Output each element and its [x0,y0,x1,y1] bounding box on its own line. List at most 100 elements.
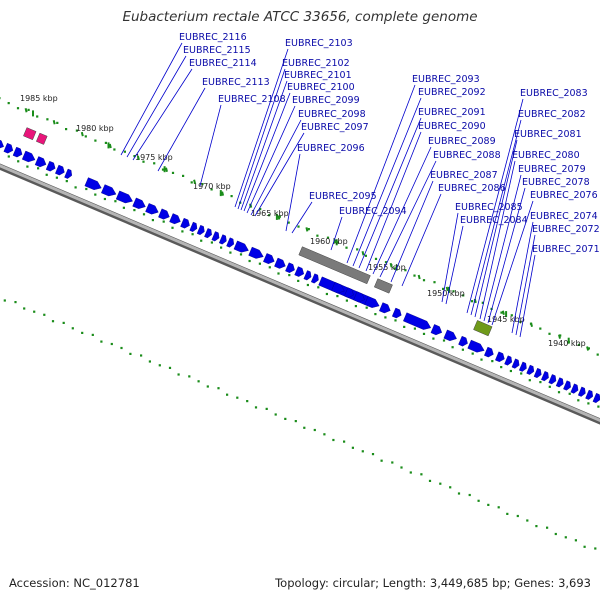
gene-label[interactable]: EUBREC_2094 [339,206,407,217]
gene-feature[interactable] [180,217,190,229]
gene-label[interactable]: EUBREC_2097 [301,122,369,133]
gene-label[interactable]: EUBREC_2096 [297,143,365,154]
gene-feature[interactable] [353,291,365,303]
gene-feature[interactable] [294,266,305,277]
gene-label[interactable]: EUBREC_2098 [298,109,366,120]
gene-label[interactable]: EUBREC_2072 [532,224,600,235]
gene-feature[interactable] [132,197,146,209]
gene-feature[interactable] [495,351,505,363]
gene-label[interactable]: EUBREC_2108 [218,94,286,105]
gene-feature[interactable] [55,164,65,176]
gene-feature[interactable] [12,146,23,158]
gene-feature[interactable] [391,307,402,319]
gene-feature[interactable] [101,184,117,197]
gene-feature[interactable] [211,231,220,242]
gene-feature[interactable] [226,237,235,248]
gene-feature[interactable] [504,355,513,366]
gene-label[interactable]: EUBREC_2079 [518,164,586,175]
gene-label[interactable]: EUBREC_2102 [282,58,350,69]
gene-feature[interactable] [344,287,354,298]
gene-label[interactable]: EUBREC_2089 [428,136,496,147]
gene-label[interactable]: EUBREC_2091 [418,107,486,118]
gene-feature[interactable] [570,383,579,394]
gene-feature[interactable] [331,282,345,294]
gene-label[interactable]: EUBREC_2088 [433,150,501,161]
gene-label[interactable]: EUBREC_2093 [412,74,480,85]
gene-label[interactable]: EUBREC_2076 [530,190,598,201]
gene-label[interactable]: EUBREC_2099 [292,95,360,106]
rrna-feature[interactable] [473,320,493,337]
gene-feature[interactable] [379,302,391,314]
gene-label[interactable]: EUBREC_2115 [183,45,251,56]
gene-feature[interactable] [511,358,520,369]
pseudogene-feature[interactable] [373,278,393,294]
gene-feature[interactable] [196,224,205,236]
gene-feature[interactable] [274,257,286,269]
gene-label[interactable]: EUBREC_2095 [309,191,377,202]
gene-feature[interactable] [218,234,227,245]
gene-label[interactable]: EUBREC_2082 [518,109,586,120]
gene-label[interactable]: EUBREC_2113 [202,77,270,88]
gene-feature[interactable] [458,335,468,347]
gene-feature[interactable] [548,374,557,385]
gene-feature[interactable] [577,386,586,397]
gene-feature[interactable] [248,246,264,259]
gene-feature[interactable] [430,324,443,336]
gc-dot [55,176,58,179]
gene-label[interactable]: EUBREC_2084 [460,215,528,226]
gene-label[interactable]: EUBREC_2090 [418,121,486,132]
trna-feature[interactable] [23,127,37,141]
gene-feature[interactable] [34,156,47,168]
gene-feature[interactable] [204,228,212,239]
gene-feature[interactable] [403,312,432,330]
gene-label[interactable]: EUBREC_2085 [455,202,523,213]
gene-feature[interactable] [310,273,319,284]
pseudogene-feature[interactable] [298,246,371,285]
gene-label[interactable]: EUBREC_2092 [418,87,486,98]
gene-feature[interactable] [45,160,56,172]
gene-feature[interactable] [526,364,535,375]
gc-dot [81,331,84,334]
gene-feature[interactable] [84,177,102,191]
gene-feature[interactable] [364,296,380,308]
gene-label[interactable]: EUBREC_2087 [430,170,498,181]
gene-feature[interactable] [263,253,275,265]
gc-dot [442,339,446,342]
gene-label[interactable]: EUBREC_2083 [520,88,588,99]
gene-label[interactable]: EUBREC_2101 [284,70,352,81]
gene-feature[interactable] [443,329,457,342]
gene-label[interactable]: EUBREC_2100 [287,82,355,93]
gene-label[interactable]: EUBREC_2114 [189,58,257,69]
gene-label[interactable]: EUBREC_2081 [514,129,582,140]
gene-label[interactable]: EUBREC_2078 [522,177,590,188]
gene-label[interactable]: EUBREC_2080 [512,150,580,161]
gene-feature[interactable] [64,168,73,179]
gc-dot [461,348,464,351]
gene-feature[interactable] [189,221,198,232]
gene-feature[interactable] [158,208,170,220]
gene-feature[interactable] [533,367,542,379]
trna-feature[interactable] [35,132,48,145]
gene-feature[interactable] [467,339,485,353]
gene-feature[interactable] [518,361,527,372]
gene-feature[interactable] [585,389,594,400]
gene-feature[interactable] [555,377,564,388]
gene-feature[interactable] [0,139,4,149]
gene-label[interactable]: EUBREC_2086 [438,183,506,194]
gene-label[interactable]: EUBREC_2074 [530,211,598,222]
gene-label[interactable]: EUBREC_2071 [532,244,600,255]
gene-feature[interactable] [303,270,312,281]
gene-feature[interactable] [592,392,600,404]
gene-feature[interactable] [285,262,295,273]
gene-feature[interactable] [21,150,36,163]
gene-label[interactable]: EUBREC_2116 [179,32,247,43]
gene-label[interactable]: EUBREC_2103 [285,38,353,49]
gene-feature[interactable] [115,190,133,204]
gene-feature[interactable] [3,142,14,154]
gene-feature[interactable] [484,346,494,358]
gene-feature[interactable] [145,203,159,215]
gene-feature[interactable] [563,380,571,391]
gene-feature[interactable] [233,240,249,253]
gene-feature[interactable] [541,371,549,382]
gene-feature[interactable] [169,213,181,225]
